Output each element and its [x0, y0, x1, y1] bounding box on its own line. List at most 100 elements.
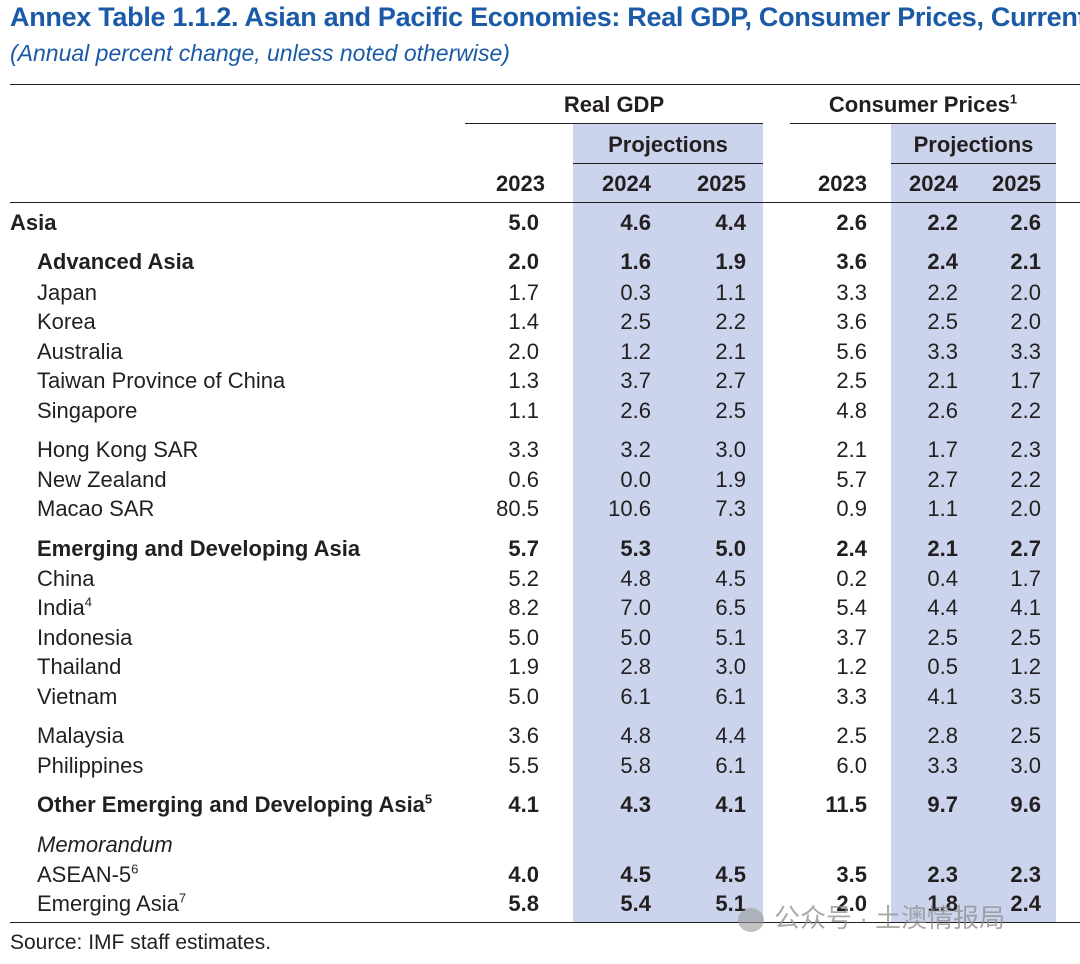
row-label: Emerging and Developing Asia	[37, 536, 361, 561]
cpi-projections-rule	[891, 163, 1056, 164]
row-value: 11.5	[825, 792, 867, 817]
row-value: 2.1	[927, 368, 958, 393]
year-header-gdp-2025: 2025	[697, 171, 746, 196]
footnote-marker: 5	[424, 791, 433, 807]
row-value: 3.2	[620, 437, 651, 462]
row-value: 2.6	[620, 398, 651, 423]
row-value: 4.5	[715, 566, 746, 591]
row-value: 2.2	[927, 210, 958, 235]
header-bottom-rule	[10, 202, 1080, 203]
row-value: 1.2	[836, 654, 867, 679]
row-value: 2.5	[836, 723, 867, 748]
row-value: 5.0	[715, 536, 746, 561]
row-label: ASEAN-56	[37, 861, 139, 887]
row-value: 3.0	[715, 437, 746, 462]
table-row: China 5.2 4.8 4.5 0.2 0.4 1.7	[0, 566, 1080, 596]
row-value: 4.4	[715, 723, 746, 748]
row-value: 0.3	[620, 280, 651, 305]
row-value: 2.0	[1010, 280, 1041, 305]
row-label: Hong Kong SAR	[37, 437, 199, 462]
row-value: 1.7	[1010, 368, 1041, 393]
table-subtitle: (Annual percent change, unless noted oth…	[10, 40, 510, 66]
gdp-projection-shade	[573, 124, 763, 922]
row-value: 3.3	[927, 339, 958, 364]
row-value: 7.3	[715, 496, 746, 521]
row-value: 5.0	[508, 684, 539, 709]
row-value: 4.4	[715, 210, 746, 235]
row-label: New Zealand	[37, 467, 167, 492]
top-rule	[10, 84, 1080, 85]
row-value: 1.9	[715, 467, 746, 492]
row-value: 0.0	[620, 467, 651, 492]
row-value: 9.7	[927, 792, 958, 817]
table-row: New Zealand 0.6 0.0 1.9 5.7 2.7 2.2	[0, 467, 1080, 497]
row-value: 3.7	[836, 625, 867, 650]
row-value: 2.4	[836, 536, 867, 561]
row-value: 1.1	[508, 398, 539, 423]
row-value: 8.2	[508, 595, 539, 620]
row-value: 2.6	[836, 210, 867, 235]
row-value: 10.6	[608, 496, 651, 521]
row-value: 1.7	[1010, 566, 1041, 591]
consumer-prices-header: Consumer Prices1	[828, 91, 1018, 117]
table-row: Memorandum	[0, 832, 1080, 862]
row-value: 1.2	[1010, 654, 1041, 679]
row-value: 3.3	[1010, 339, 1041, 364]
row-value: 4.3	[620, 792, 651, 817]
row-value: 3.7	[620, 368, 651, 393]
table-row: Asia 5.0 4.6 4.4 2.6 2.2 2.6	[0, 210, 1080, 240]
row-value: 2.8	[620, 654, 651, 679]
row-value: 6.1	[715, 684, 746, 709]
row-value: 5.1	[715, 891, 746, 916]
row-label: Emerging Asia7	[37, 890, 187, 916]
row-value: 4.4	[927, 595, 958, 620]
row-value: 2.1	[836, 437, 867, 462]
gdp-projections-rule	[573, 163, 763, 164]
table-row: Taiwan Province of China 1.3 3.7 2.7 2.5 2.1 1…	[0, 368, 1080, 398]
row-value: 4.8	[620, 566, 651, 591]
row-value: 2.7	[715, 368, 746, 393]
row-value: 0.5	[927, 654, 958, 679]
consumer-prices-rule	[790, 123, 1056, 124]
row-value: 2.5	[927, 625, 958, 650]
row-value: 9.6	[1010, 792, 1041, 817]
table-row: Macao SAR 80.5 10.6 7.3 0.9 1.1 2.0	[0, 496, 1080, 526]
row-value: 3.6	[836, 309, 867, 334]
row-value: 3.5	[1010, 684, 1041, 709]
year-header-gdp-2023: 2023	[496, 171, 545, 196]
row-value: 2.0	[508, 249, 539, 274]
row-value: 2.7	[1010, 536, 1041, 561]
row-value: 2.0	[1010, 309, 1041, 334]
row-value: 5.8	[508, 891, 539, 916]
row-value: 1.3	[508, 368, 539, 393]
row-value: 2.3	[1010, 862, 1041, 887]
row-value: 3.3	[927, 753, 958, 778]
row-value: 3.3	[836, 684, 867, 709]
table-row: Singapore 1.1 2.6 2.5 4.8 2.6 2.2	[0, 398, 1080, 428]
row-value: 0.2	[836, 566, 867, 591]
year-header-gdp-2024: 2024	[602, 171, 651, 196]
row-value: 2.1	[1010, 249, 1041, 274]
row-value: 2.1	[927, 536, 958, 561]
row-value: 2.0	[1010, 496, 1041, 521]
cpi-projections-header: Projections	[913, 132, 1034, 157]
row-value: 80.5	[496, 496, 539, 521]
table-row: Malaysia 3.6 4.8 4.4 2.5 2.8 2.5	[0, 723, 1080, 753]
row-value: 5.0	[620, 625, 651, 650]
row-value: 1.4	[508, 309, 539, 334]
row-value: 3.0	[1010, 753, 1041, 778]
year-header-cpi-2024: 2024	[909, 171, 958, 196]
table-row: Vietnam 5.0 6.1 6.1 3.3 4.1 3.5	[0, 684, 1080, 714]
row-value: 5.4	[836, 595, 867, 620]
row-value: 2.4	[1010, 891, 1041, 916]
table-row: Australia 2.0 1.2 2.1 5.6 3.3 3.3	[0, 339, 1080, 369]
row-value: 2.5	[927, 309, 958, 334]
row-value: 3.3	[508, 437, 539, 462]
table-row: Thailand 1.9 2.8 3.0 1.2 0.5 1.2	[0, 654, 1080, 684]
row-value: 1.7	[927, 437, 958, 462]
row-label: Taiwan Province of China	[37, 368, 286, 393]
table-row: Hong Kong SAR 3.3 3.2 3.0 2.1 1.7 2.3	[0, 437, 1080, 467]
year-header-cpi-2023: 2023	[818, 171, 867, 196]
row-value: 1.2	[620, 339, 651, 364]
row-value: 4.8	[836, 398, 867, 423]
